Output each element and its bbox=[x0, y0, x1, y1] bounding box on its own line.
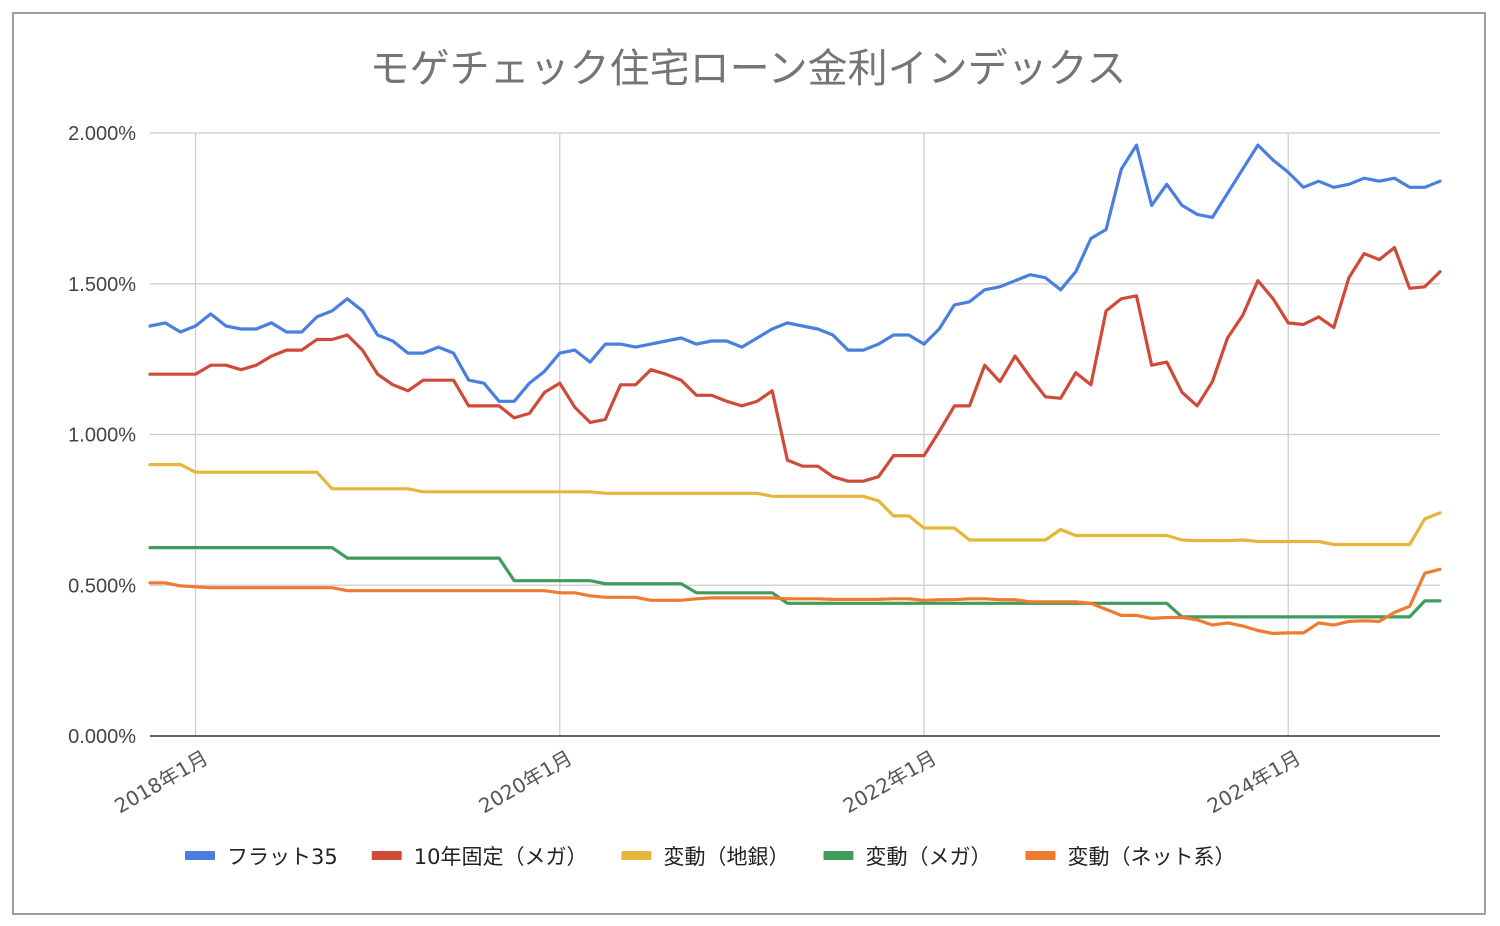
series-line-3 bbox=[148, 463, 1442, 547]
x-tick-label: 2022年1月 bbox=[839, 746, 941, 819]
legend-swatch bbox=[1025, 851, 1056, 860]
x-tick-label: 2020年1月 bbox=[475, 746, 577, 819]
legend-label: 変動（メガ） bbox=[865, 845, 991, 869]
y-gridlines bbox=[150, 132, 1440, 586]
y-tick-label: 2.000% bbox=[68, 123, 136, 145]
legend-label: フラット35 bbox=[227, 845, 338, 869]
series-line-5 bbox=[148, 567, 1442, 636]
x-gridlines bbox=[194, 133, 1289, 736]
y-axis-tick-labels: 0.000% 0.500% 1.000% 1.500% 2.000% bbox=[68, 123, 136, 748]
series-line-2 bbox=[148, 246, 1442, 483]
y-tick-label: 1.500% bbox=[68, 274, 136, 296]
y-tick-label: 0.500% bbox=[68, 575, 136, 597]
legend-swatch bbox=[823, 851, 854, 860]
chart-frame bbox=[12, 12, 1486, 915]
series-lines bbox=[148, 143, 1442, 636]
x-tick-label: 2024年1月 bbox=[1203, 746, 1305, 819]
legend-swatch bbox=[185, 851, 215, 860]
legend-swatch bbox=[371, 851, 402, 860]
legend-label: 変動（地銀） bbox=[663, 845, 789, 869]
legend-label: 変動（ネット系） bbox=[1067, 845, 1235, 869]
legend: フラット35 10年固定（メガ） 変動（地銀） 変動（メガ） 変動（ネット系） bbox=[185, 845, 1235, 869]
legend-label: 10年固定（メガ） bbox=[414, 845, 588, 869]
x-tick-label: 2018年1月 bbox=[110, 746, 212, 819]
series-line-4 bbox=[148, 546, 1442, 619]
y-tick-label: 1.000% bbox=[68, 425, 136, 447]
legend-swatch bbox=[621, 851, 652, 860]
series-line-1 bbox=[148, 143, 1442, 403]
x-axis-tick-labels: 2018年1月 2020年1月 2022年1月 2024年1月 bbox=[110, 746, 1304, 819]
y-tick-label: 0.000% bbox=[68, 726, 136, 748]
chart-title: モゲチェック住宅ローン金利インデックス bbox=[370, 46, 1127, 92]
